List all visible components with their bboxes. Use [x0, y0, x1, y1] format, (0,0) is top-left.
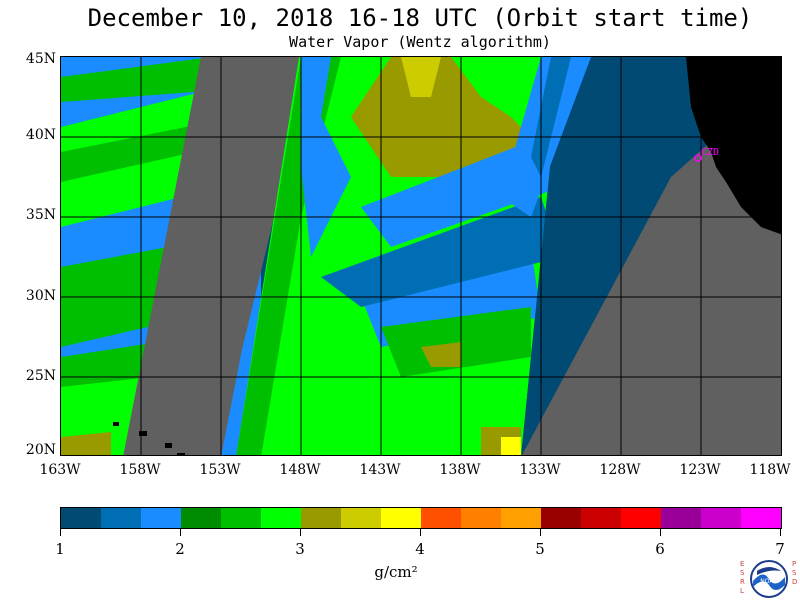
map-subtitle: Water Vapor (Wentz algorithm) — [289, 33, 551, 51]
colorbar-tick — [420, 528, 421, 536]
graticule — [61, 57, 781, 455]
land-mass — [686, 57, 781, 235]
map-title: December 10, 2018 16-18 UTC (Orbit start… — [87, 4, 753, 32]
lat-label: 40N — [25, 127, 56, 143]
colorbar-swatch — [141, 508, 181, 528]
colorbar-tick — [660, 528, 661, 536]
colorbar-units: g/cm² — [374, 563, 418, 581]
lon-label: 138W — [439, 462, 481, 478]
colorbar-swatch — [581, 508, 621, 528]
colorbar-swatch — [341, 508, 381, 528]
colorbar-swatch — [421, 508, 461, 528]
lon-label: 133W — [519, 462, 561, 478]
middle-swath — [236, 57, 561, 455]
lat-label: 45N — [25, 51, 56, 67]
lon-label: 148W — [279, 462, 321, 478]
lon-label: 153W — [199, 462, 241, 478]
colorbar-swatch — [461, 508, 501, 528]
colorbar-tick-label: 5 — [535, 540, 545, 558]
colorbar-tick — [60, 528, 61, 536]
lon-label: 143W — [359, 462, 401, 478]
lat-label: 20N — [25, 442, 56, 458]
lat-label: 30N — [25, 288, 56, 304]
colorbar-swatch — [381, 508, 421, 528]
lon-label: 123W — [679, 462, 721, 478]
colorbar-swatch — [261, 508, 301, 528]
colorbar — [60, 507, 782, 529]
colorbar-swatch — [701, 508, 741, 528]
water-vapor-map: CZD — [60, 56, 782, 456]
lat-label: 35N — [25, 207, 56, 223]
lat-label: 25N — [25, 368, 56, 384]
lon-label: 118W — [749, 462, 791, 478]
svg-text:NOAA: NOAA — [760, 578, 778, 585]
colorbar-swatch — [61, 508, 101, 528]
colorbar-swatch — [501, 508, 541, 528]
colorbar-tick — [300, 528, 301, 536]
colorbar-tick — [180, 528, 181, 536]
colorbar-swatch — [301, 508, 341, 528]
map-canvas: CZD — [61, 57, 781, 455]
colorbar-swatch — [741, 508, 781, 528]
colorbar-tick — [540, 528, 541, 536]
noaa-emblem-icon: NOAA — [750, 560, 788, 598]
colorbar-swatch — [661, 508, 701, 528]
colorbar-swatch — [221, 508, 261, 528]
station-marker — [694, 154, 702, 162]
lon-label: 158W — [119, 462, 161, 478]
lon-label: 128W — [599, 462, 641, 478]
colorbar-tick-label: 4 — [415, 540, 425, 558]
station-label: CZD — [701, 147, 719, 158]
colorbar-tick — [780, 528, 781, 536]
lon-label: 163W — [39, 462, 81, 478]
colorbar-swatch — [621, 508, 661, 528]
colorbar-swatch — [181, 508, 221, 528]
colorbar-tick-label: 7 — [775, 540, 785, 558]
colorbar-swatch — [541, 508, 581, 528]
colorbar-tick-label: 1 — [55, 540, 65, 558]
colorbar-tick-label: 6 — [655, 540, 665, 558]
colorbar-tick-label: 2 — [175, 540, 185, 558]
colorbar-tick-label: 3 — [295, 540, 305, 558]
colorbar-swatch — [101, 508, 141, 528]
